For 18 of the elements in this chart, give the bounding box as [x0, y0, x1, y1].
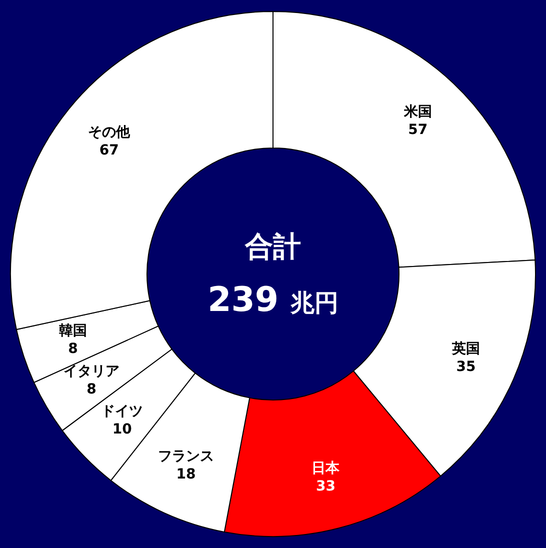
data-label: 67	[99, 142, 119, 158]
data-label: 8	[86, 382, 96, 398]
data-label: 8	[68, 340, 78, 357]
slice-label: 米国	[402, 104, 432, 120]
slice-label: 韓国	[59, 322, 88, 339]
text: 239 兆円	[208, 280, 338, 320]
slice-label: イタリア	[64, 364, 120, 380]
data-label: 10	[112, 422, 132, 438]
slice-label: フランス	[158, 448, 214, 464]
data-label: 18	[176, 466, 196, 482]
slice-label: 英国	[450, 341, 480, 358]
slice-label: ドイツ	[101, 404, 144, 420]
data-label: 33	[316, 478, 336, 495]
data-label: 57	[408, 122, 428, 138]
slice-label: 日本	[312, 460, 341, 477]
slice-label: その他	[88, 124, 132, 140]
text: 合計	[245, 229, 301, 265]
data-label: 35	[456, 359, 476, 376]
